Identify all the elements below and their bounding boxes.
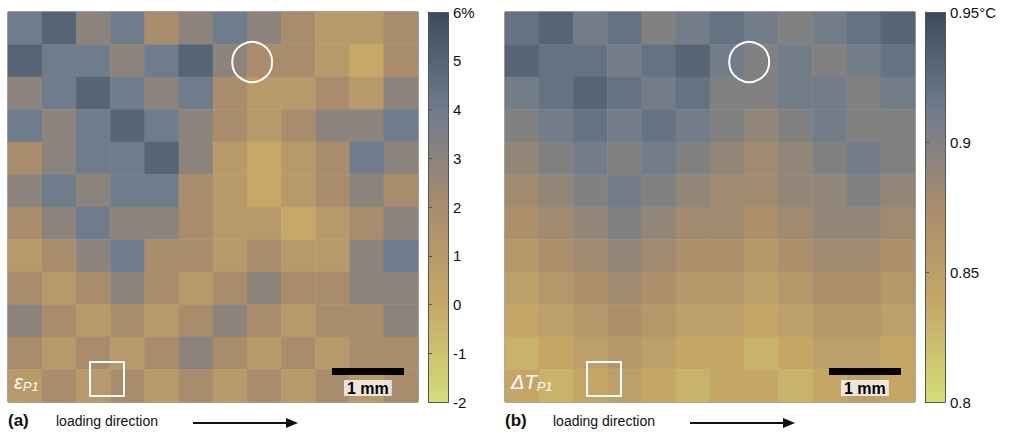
svg-text:1 mm: 1 mm [844,380,886,397]
svg-text:4: 4 [453,101,461,118]
svg-text:(b): (b) [505,411,527,430]
svg-text:0.95°C: 0.95°C [950,4,996,21]
svg-text:ΔT: ΔT [510,371,538,393]
svg-text:-1: -1 [453,345,466,362]
svg-text:P1: P1 [537,379,553,394]
svg-text:0.9: 0.9 [950,134,971,151]
svg-text:0.85: 0.85 [950,264,979,281]
svg-text:0: 0 [453,296,461,313]
svg-text:0.8: 0.8 [950,394,971,411]
svg-text:ε: ε [14,371,23,393]
svg-text:(a): (a) [8,411,29,430]
svg-text:loading direction: loading direction [553,413,655,429]
svg-text:1: 1 [453,247,461,264]
svg-text:3: 3 [453,150,461,167]
svg-text:1 mm: 1 mm [347,380,389,397]
svg-text:5: 5 [453,52,461,69]
svg-text:6%: 6% [453,4,475,21]
svg-text:loading direction: loading direction [56,413,158,429]
svg-text:2: 2 [453,199,461,216]
svg-text:P1: P1 [23,379,39,394]
svg-text:-2: -2 [453,394,466,411]
